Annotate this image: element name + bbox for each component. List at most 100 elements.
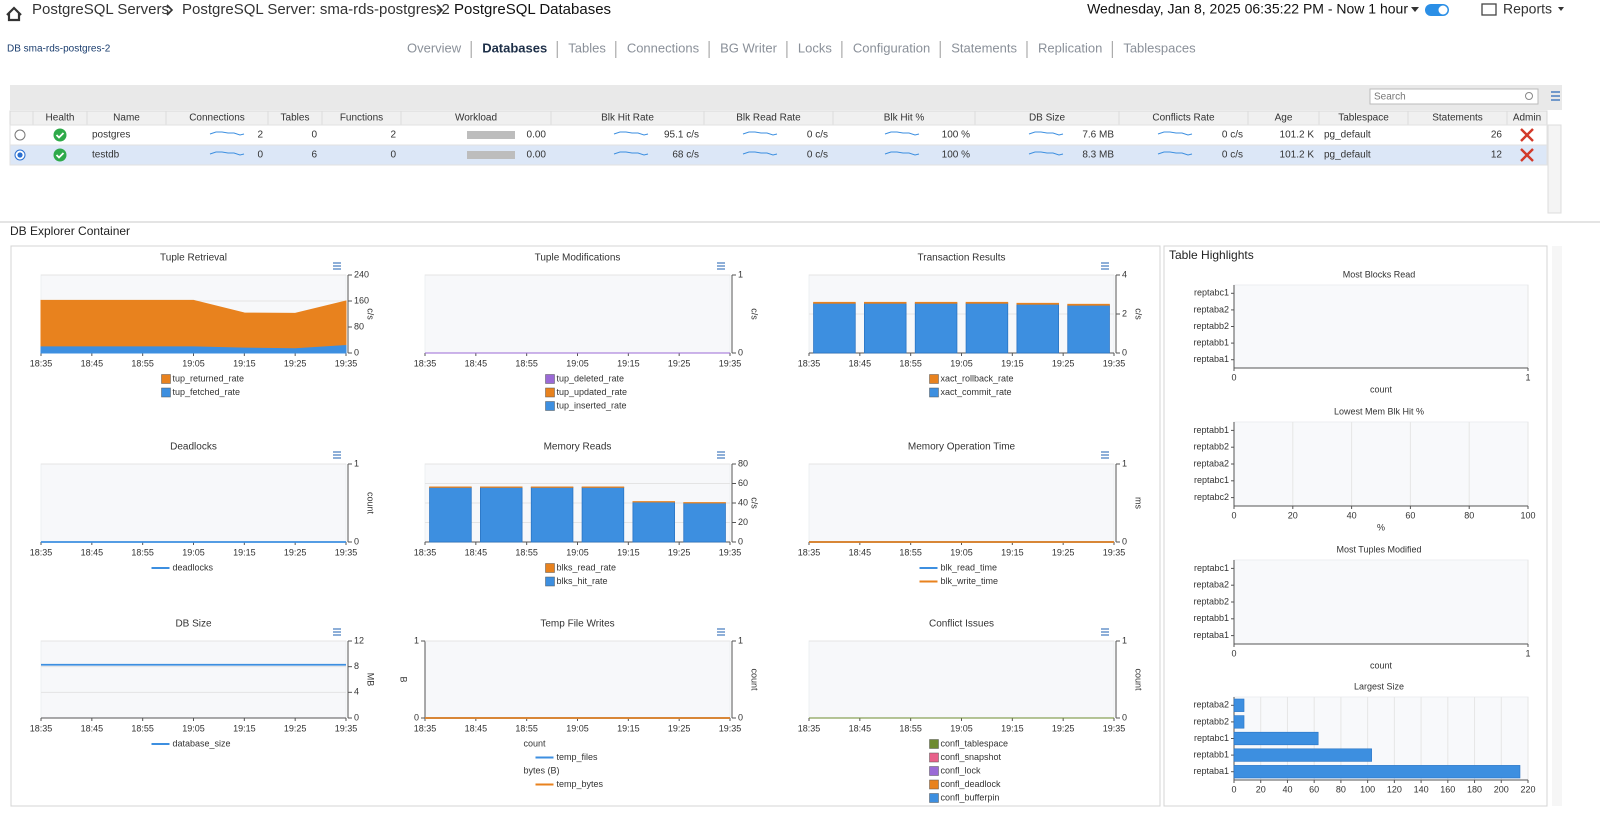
legend-label[interactable]: confl_tablespace — [941, 738, 1009, 748]
column-header[interactable]: Blk Hit Rate — [601, 113, 654, 124]
tab[interactable]: Configuration — [853, 40, 930, 55]
tab[interactable]: Tablespaces — [1123, 40, 1196, 55]
legend-label[interactable]: tup_fetched_rate — [173, 387, 241, 397]
plot-area — [1233, 284, 1529, 369]
column-header[interactable]: Statements — [1432, 113, 1483, 124]
chart-menu-icon[interactable] — [333, 628, 341, 636]
table-cell: 0 c/s — [1222, 150, 1243, 161]
bar — [965, 301, 1009, 304]
legend-swatch — [929, 779, 939, 790]
x-tick-label: 18:35 — [414, 723, 437, 733]
chart-menu-icon[interactable] — [717, 451, 725, 459]
column-header[interactable]: Conflicts Rate — [1152, 113, 1215, 124]
x-tick-label: 19:25 — [284, 358, 307, 368]
column-header[interactable]: Tablespace — [1338, 113, 1389, 124]
tab[interactable]: Locks — [798, 40, 832, 55]
table-row[interactable] — [9, 144, 1548, 166]
legend-swatch — [545, 374, 555, 384]
legend-label[interactable]: blks_read_rate — [557, 562, 617, 572]
tab[interactable]: Connections — [627, 40, 700, 55]
y-tick-label: 1 — [738, 635, 743, 645]
legend-label[interactable]: database_size — [173, 738, 231, 748]
legend-label[interactable]: temp_files — [557, 752, 599, 762]
bar — [429, 486, 472, 543]
chart-menu-icon[interactable] — [717, 628, 725, 636]
y-tick-label: reptaba1 — [1193, 630, 1229, 640]
column-header[interactable]: Connections — [189, 113, 245, 124]
tab[interactable]: Statements — [951, 40, 1017, 55]
tab[interactable]: Tables — [568, 40, 606, 55]
legend-label[interactable]: xact_commit_rate — [941, 387, 1012, 397]
tab[interactable]: BG Writer — [720, 40, 777, 55]
table-cell: 101.2 K — [1280, 150, 1315, 161]
x-tick-label: 18:45 — [465, 547, 488, 557]
chart: Conflict Issues 0 1 count 18:35 18:45 18:55 19:… — [798, 619, 1144, 803]
x-tick-label: 19:15 — [1001, 723, 1024, 733]
chart-menu-icon[interactable] — [333, 451, 341, 459]
chart-title: Memory Reads — [544, 442, 612, 453]
row-radio[interactable] — [14, 129, 26, 141]
sparkline — [1028, 131, 1064, 136]
legend-label[interactable]: temp_bytes — [557, 779, 604, 789]
admin-icon[interactable] — [1520, 148, 1534, 162]
tab[interactable]: Replication — [1038, 40, 1102, 55]
column-header[interactable]: Blk Hit % — [884, 113, 925, 124]
legend-label[interactable]: tup_deleted_rate — [557, 373, 625, 383]
search-box[interactable] — [1369, 88, 1539, 105]
chart-menu-icon[interactable] — [717, 262, 725, 270]
tab[interactable]: Overview — [407, 40, 462, 55]
chart-menu-icon[interactable] — [1101, 628, 1109, 636]
chart-menu-icon[interactable] — [333, 262, 341, 270]
column-header[interactable]: Workload — [455, 113, 497, 124]
section-title: DB Explorer Container — [10, 224, 130, 238]
reports-menu[interactable]: Reports — [1503, 1, 1552, 17]
scrollbar[interactable] — [1552, 246, 1562, 806]
column-header[interactable]: Age — [1275, 113, 1293, 124]
chart-menu-icon[interactable] — [1101, 451, 1109, 459]
legend-label[interactable]: blk_read_time — [941, 562, 998, 572]
legend-label[interactable]: confl_lock — [941, 765, 982, 775]
workload-bar — [467, 151, 515, 159]
legend-label[interactable]: xact_rollback_rate — [941, 373, 1014, 383]
scrollbar[interactable] — [1547, 124, 1562, 214]
time-range[interactable]: Wednesday, Jan 8, 2025 06:35:22 PM - Now… — [1087, 1, 1408, 17]
breadcrumb-link[interactable]: PostgreSQL Servers — [32, 1, 169, 18]
table-cell: 95.1 c/s — [664, 130, 699, 141]
row-radio-dot — [17, 152, 23, 158]
legend-label[interactable]: confl_snapshot — [941, 752, 1002, 762]
x-tick-label: 19:35 — [1103, 547, 1126, 557]
breadcrumb-link[interactable]: PostgreSQL Server: sma-rds-postgres-2 — [182, 1, 450, 18]
y-tick-label: 1 — [738, 269, 743, 279]
legend-label[interactable]: tup_returned_rate — [173, 373, 245, 383]
column-header[interactable]: DB Size — [1029, 113, 1066, 124]
legend-label[interactable]: confl_deadlock — [941, 779, 1002, 789]
column-header[interactable]: Functions — [340, 113, 383, 124]
x-tick-label: 18:55 — [131, 723, 154, 733]
column-header[interactable]: Admin — [1513, 113, 1541, 124]
x-tick-label: 19:35 — [1103, 723, 1126, 733]
chart: DB Size 0 4 8 12 MB 18:35 18:45 18:55 19:05 19:15 1… — [30, 619, 376, 749]
admin-icon[interactable] — [1520, 128, 1534, 142]
chart-menu-icon[interactable] — [1101, 262, 1109, 270]
legend-label[interactable]: confl_bufferpin — [941, 792, 1000, 802]
x-tick-label: 18:55 — [515, 723, 538, 733]
x-tick-label: 19:05 — [950, 723, 973, 733]
column-header[interactable]: Health — [46, 113, 75, 124]
tab[interactable]: Databases — [482, 40, 547, 55]
legend-label[interactable]: tup_inserted_rate — [557, 400, 627, 410]
bar — [1233, 731, 1319, 746]
sparkline — [742, 131, 778, 136]
legend-label[interactable]: tup_updated_rate — [557, 387, 628, 397]
chart: Most Tuples Modified 0 1 reptabc1 reptaba2 re… — [1193, 544, 1530, 670]
column-header[interactable]: Tables — [281, 113, 310, 124]
home-icon[interactable] — [6, 6, 22, 22]
column-header[interactable]: Name — [113, 113, 140, 124]
column-menu-icon[interactable] — [1551, 91, 1560, 101]
legend-label[interactable]: blk_write_time — [941, 576, 999, 586]
y-axis-label: B — [399, 676, 409, 682]
x-tick-label: 180 — [1467, 784, 1482, 794]
column-header[interactable]: Blk Read Rate — [736, 113, 801, 124]
legend-label[interactable]: blks_hit_rate — [557, 576, 608, 586]
legend-label[interactable]: deadlocks — [173, 562, 214, 572]
legend-swatch — [545, 387, 555, 398]
